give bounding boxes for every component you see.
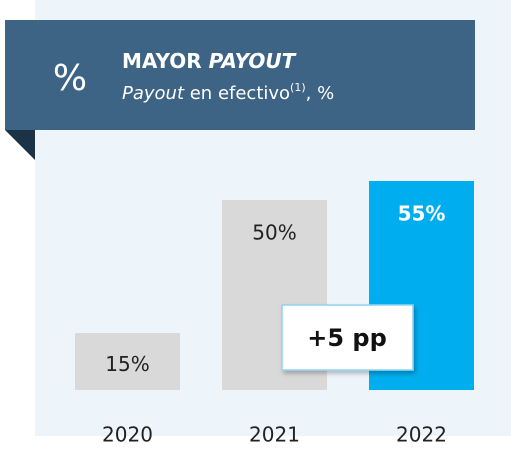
chart-subtitle: Payout en efectivo(1), %	[122, 81, 334, 104]
header-icon: %	[53, 58, 87, 99]
header-fold	[5, 130, 35, 160]
value-label: 55%	[398, 202, 446, 226]
chart-title: MAYOR PAYOUT	[122, 49, 297, 73]
annotation: +5 pp	[281, 304, 414, 371]
header	[5, 20, 475, 130]
x-tick-label: 2022	[396, 423, 447, 447]
subtitle-footnote: (1)	[290, 81, 306, 94]
annotation-box	[281, 304, 414, 371]
subtitle-part: , %	[306, 83, 335, 104]
subtitle-part: en efectivo	[184, 83, 290, 104]
title-emphasis: PAYOUT	[209, 49, 297, 73]
bar	[75, 333, 180, 390]
value-label: 50%	[252, 221, 296, 245]
subtitle-part: Payout	[122, 83, 185, 104]
value-label: 15%	[105, 352, 149, 376]
annotation-text: +5 pp	[307, 324, 387, 352]
x-tick-label: 2020	[102, 423, 153, 447]
x-tick-label: 2021	[249, 423, 300, 447]
title-main: MAYOR	[122, 49, 202, 73]
